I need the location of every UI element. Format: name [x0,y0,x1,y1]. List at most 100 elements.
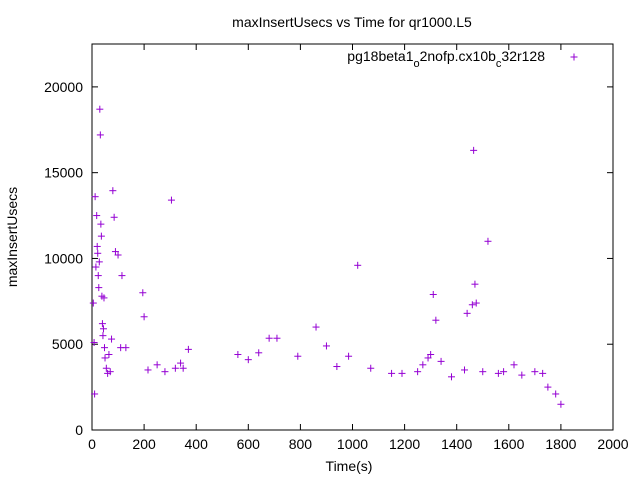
y-axis-title: maxInsertUsecs [4,187,20,287]
x-tick-label: 1800 [545,436,576,452]
data-point [167,196,175,204]
chart-title: maxInsertUsecs vs Time for qr1000.L5 [232,14,472,30]
x-tick-label: 200 [132,436,156,452]
data-point [91,193,99,201]
data-point [367,364,375,372]
legend-marker [570,53,578,61]
data-point [419,361,427,369]
data-point [414,368,422,376]
data-point [273,334,281,342]
data-point [97,232,105,240]
y-axis-ticks: 0 5000 10000 15000 20000 [44,79,613,438]
data-point [544,383,552,391]
data-point [118,272,126,280]
data-point [93,242,101,250]
data-point [161,368,169,376]
x-tick-label: 800 [289,436,313,452]
data-point [234,351,242,359]
y-tick-label: 10000 [44,250,83,266]
legend: pg18beta1o2nofp.cx10bc32r128 [347,48,578,70]
data-point [447,373,455,381]
data-point [101,344,109,352]
data-point [427,351,435,359]
x-tick-label: 400 [185,436,209,452]
data-point [432,316,440,324]
legend-label-base: pg18beta1 [347,48,413,64]
data-point [98,320,106,328]
data-point [531,368,539,376]
x-axis-title: Time(s) [326,458,373,474]
data-point [333,363,341,371]
legend-label-sub-o: o [413,58,419,70]
data-point [437,357,445,365]
data-point [109,187,117,195]
x-tick-label: 2000 [597,436,628,452]
data-point [101,354,109,362]
data-point [479,368,487,376]
data-point [114,251,122,259]
data-point [463,309,471,317]
data-point [102,364,110,372]
data-point [510,361,518,369]
data-point [388,369,396,377]
legend-marker-symbol [570,53,578,61]
data-point [484,237,492,245]
data-point [470,146,478,154]
data-point [94,249,102,257]
data-point [429,290,437,298]
data-point [171,364,179,372]
data-point [92,263,100,271]
data-point [322,342,330,350]
data-point [96,131,104,139]
y-tick-label: 20000 [44,79,83,95]
legend-label: pg18beta1o2nofp.cx10bc32r128 [347,48,545,70]
data-point [354,261,362,269]
data-point [184,345,192,353]
data-point [312,323,320,331]
data-point [99,325,107,333]
data-point [91,390,99,398]
data-point [94,272,102,280]
legend-label-sub-c: c [496,58,502,70]
data-point [153,361,161,369]
data-point [557,400,565,408]
data-point [518,371,526,379]
y-tick-label: 0 [75,422,83,438]
x-tick-label: 1400 [441,436,472,452]
legend-label-tail: 32r128 [501,48,545,64]
data-point [471,280,479,288]
x-axis-ticks: 0 200 400 600 800 1000 1200 1400 1600 1800 2000 [88,44,629,452]
data-point [108,335,116,343]
data-point [90,339,98,347]
y-tick-label: 15000 [44,165,83,181]
data-point [539,369,547,377]
data-point [255,349,263,357]
data-point [179,364,187,372]
data-point [95,258,103,266]
data-point [494,369,502,377]
data-point [105,351,113,359]
data-point [140,313,148,321]
data-point [345,352,353,360]
y-tick-label: 5000 [52,336,83,352]
data-point [500,368,508,376]
data-point [552,390,560,398]
data-point [398,369,406,377]
data-point [89,299,97,307]
x-tick-label: 600 [237,436,261,452]
data-point [468,301,476,309]
data-point [472,299,480,307]
data-point [265,334,273,342]
data-point [294,352,302,360]
data-point [177,359,185,367]
data-point [95,284,103,292]
data-point [96,105,104,113]
x-tick-label: 1200 [389,436,420,452]
data-point [244,356,252,364]
data-point [97,220,105,228]
data-point [106,368,114,376]
data-point [139,289,147,297]
